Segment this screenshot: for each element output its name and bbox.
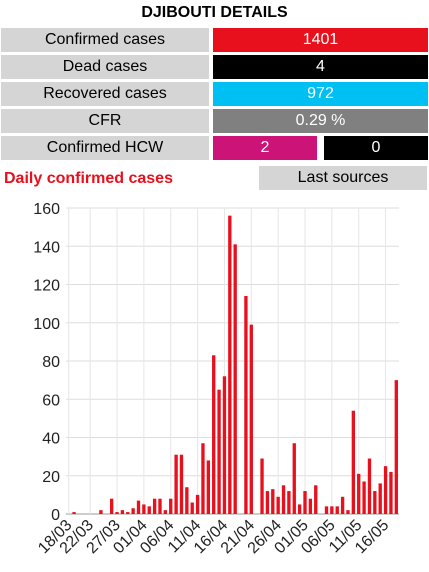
chart-bar [233,244,237,514]
dead-cases-value: 4 [213,55,428,79]
chart-grid [66,207,399,515]
chart-bar [394,380,398,514]
chart-bar [142,504,146,514]
daily-cases-chart: 0 20 40 60 80 100 120 140 160 18/0322/0327/0301/… [33,201,399,557]
chart-bar [271,489,275,514]
chart-bar [244,295,248,514]
confirmed-cases-label: Confirmed cases [1,28,209,52]
chart-bar [201,443,205,514]
recovered-cases-row: Recovered cases 972 [1,82,428,106]
recovered-cases-label: Recovered cases [1,82,209,106]
confirmed-cases-value: 1401 [213,28,428,52]
y-tick-label: 0 [51,507,60,524]
chart-bar [351,410,356,514]
cfr-row: CFR 0.29 % [1,109,428,133]
chart-bar [324,506,329,514]
chart-bar [303,491,307,514]
chart-bar [195,494,200,514]
chart-bar [335,506,339,514]
recovered-cases-value: 972 [213,82,428,106]
confirmed-cases-row: Confirmed cases 1401 [1,28,428,52]
y-tick-label: 140 [33,239,60,256]
chart-bar [222,376,227,514]
y-tick-label: 40 [42,431,60,448]
y-tick-label: 160 [33,201,60,218]
chart-bar [367,458,372,514]
chart-bar [115,512,119,514]
chart-bar [99,510,103,514]
chart-bar [287,491,291,514]
y-tick-label: 20 [42,469,60,486]
chart-bar [383,466,388,514]
chart-bar [292,443,296,514]
dead-cases-label: Dead cases [1,55,209,79]
page-title: DJIBOUTI DETAILS [141,4,288,21]
y-tick-label: 60 [42,392,60,409]
chart-bar [212,355,216,514]
chart-bar [357,473,361,514]
chart-bars [72,215,398,514]
chart-bar [297,504,302,514]
chart-bar [72,512,76,514]
chart-bar [120,510,125,514]
confirmed-hcw-value-right: 0 [324,136,428,160]
chart-bar [362,481,366,514]
chart-bar [131,508,135,514]
chart-bar [179,454,184,514]
chart-bar [206,460,210,514]
cfr-label: CFR [1,109,209,133]
daily-confirmed-title: Daily confirmed cases [4,170,173,187]
chart-bar [260,458,264,514]
y-tick-label: 120 [33,278,60,295]
y-axis-ticks: 0 20 40 60 80 100 120 140 160 [33,201,60,524]
confirmed-hcw-label: Confirmed HCW [1,136,209,160]
dead-cases-row: Dead cases 4 [1,55,428,79]
chart-bar [378,483,382,514]
chart-bar [147,506,151,514]
chart-bar [126,512,130,514]
y-tick-label: 100 [33,316,60,333]
chart-bar [163,510,168,514]
chart-bar [346,510,350,514]
chart-bar [136,500,141,514]
y-tick-label: 80 [42,354,60,371]
chart-bar [373,491,377,514]
chart-bar [228,215,232,514]
confirmed-hcw-row: Confirmed HCW 2 0 [1,136,428,160]
chart-bar [249,324,253,514]
chart-bar [158,498,162,514]
confirmed-hcw-value-left: 2 [213,136,317,160]
chart-bar [169,498,173,514]
chart-bar [330,506,334,514]
chart-bar [281,485,286,514]
cfr-value: 0.29 % [213,109,428,133]
chart-bar [389,471,393,514]
chart-bar [276,496,280,514]
chart-bar [265,491,270,514]
chart-bar [152,498,157,514]
x-axis-ticks: 18/0322/0327/0301/0406/0411/0416/0421/04… [35,517,392,557]
chart-bar [109,498,114,514]
chart-bar [185,487,189,514]
chart-bar [174,454,178,514]
last-sources-button[interactable]: Last sources [259,166,427,190]
chart-bar [190,502,194,514]
chart-bar [217,389,221,514]
chart-bar [308,498,313,514]
chart-bar [340,496,345,514]
chart-bar [314,485,318,514]
